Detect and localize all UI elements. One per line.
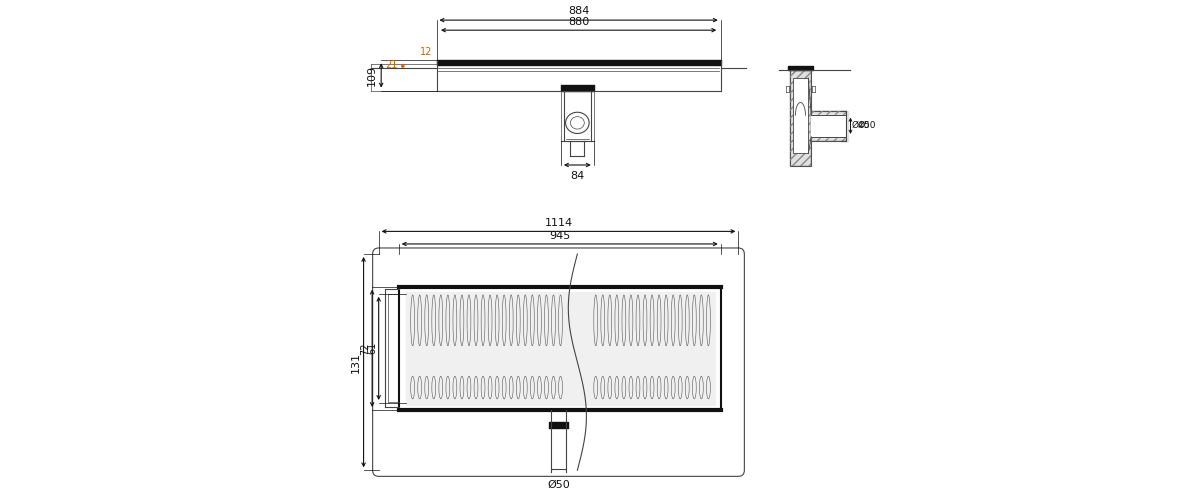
Bar (790, 70, 811, 166)
Text: 21: 21 (385, 60, 397, 70)
Text: 109: 109 (367, 65, 377, 86)
Text: Ø40: Ø40 (852, 121, 870, 130)
Bar (811, 111, 846, 141)
Text: 72: 72 (360, 342, 370, 355)
Bar (407, 292, 715, 405)
Bar (793, 78, 808, 153)
Bar (811, 111, 846, 141)
Text: 12: 12 (420, 47, 433, 57)
Bar (790, 70, 811, 166)
Text: 61: 61 (367, 342, 377, 355)
Text: Ø50: Ø50 (547, 479, 570, 489)
Text: 884: 884 (568, 6, 589, 16)
Text: 1114: 1114 (545, 218, 572, 228)
Text: Ø50: Ø50 (858, 121, 876, 130)
Text: 880: 880 (568, 17, 589, 27)
Text: 84: 84 (570, 171, 584, 181)
Text: 945: 945 (550, 231, 570, 241)
Text: 131: 131 (350, 352, 360, 373)
